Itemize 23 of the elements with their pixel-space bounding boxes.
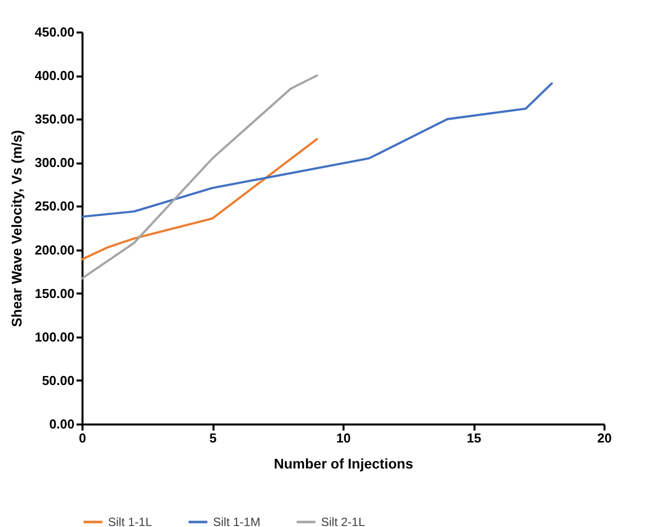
x-tick-label: 20 — [597, 430, 612, 446]
y-tick-label: 250.00 — [34, 198, 74, 214]
y-tick-label: 50.00 — [42, 372, 74, 388]
y-tick-label: 400.00 — [34, 68, 74, 84]
x-tick-label: 15 — [466, 430, 482, 446]
line-series — [80, 74, 318, 280]
x-axis-title: Number of Injections — [274, 456, 414, 472]
y-tick-label: 450.00 — [34, 24, 74, 40]
legend-label: Silt 1-1L — [108, 515, 152, 527]
line-series — [80, 138, 318, 260]
y-axis-title: Shear Wave Velocity, Vs (m/s) — [8, 130, 25, 327]
line-series — [80, 82, 553, 218]
y-tick-label: 150.00 — [34, 286, 74, 301]
legend-label: Silt 2-1L — [321, 515, 366, 527]
y-tick-label: 350.00 — [34, 112, 74, 127]
y-tick-label: 200.00 — [34, 242, 74, 258]
y-tick-label: 0.00 — [49, 416, 74, 432]
x-tick-label: 0 — [78, 430, 86, 446]
y-tick-label: 100.00 — [34, 329, 74, 344]
x-tick-label: 5 — [209, 430, 217, 446]
y-tick-label: 300.00 — [34, 155, 74, 170]
legend-label: Silt 1-1M — [213, 515, 260, 527]
x-tick-label: 10 — [336, 430, 351, 446]
